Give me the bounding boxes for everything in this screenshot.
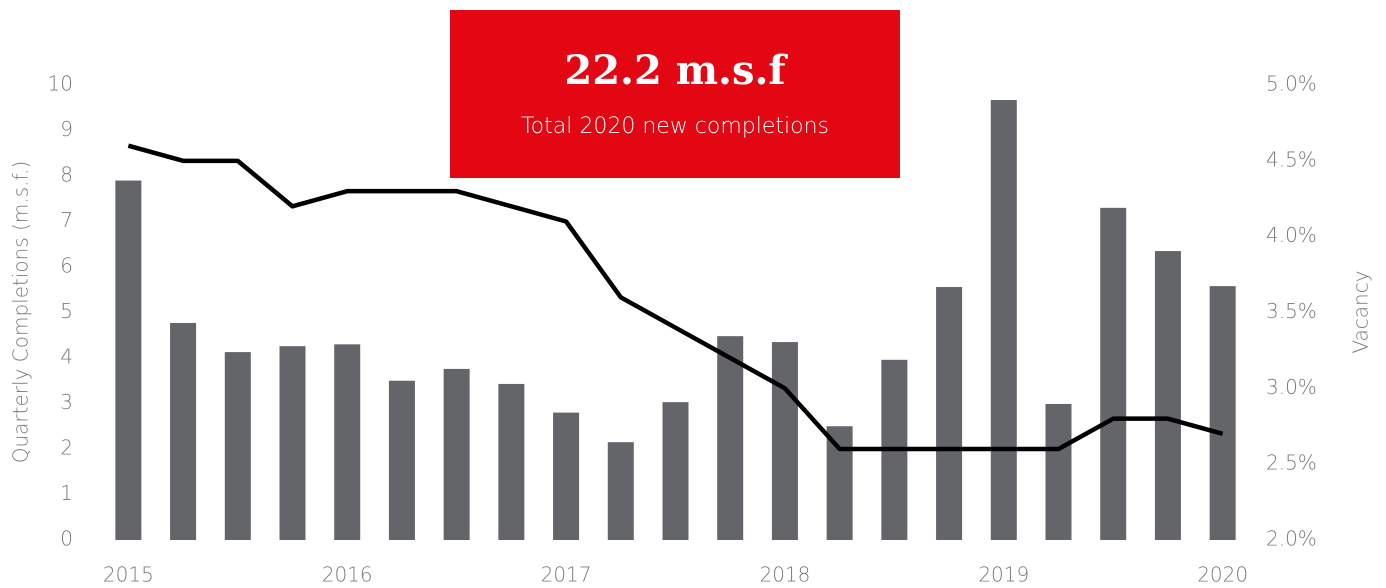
bar: [388, 380, 415, 540]
y-tick-label: 8: [60, 163, 73, 187]
bar: [826, 426, 853, 540]
bar: [717, 336, 744, 540]
vacancy-line: [127, 143, 1224, 452]
bar: [1100, 207, 1127, 540]
bar: [115, 180, 142, 541]
x-tick-label: 2018: [759, 563, 810, 587]
bar: [224, 352, 251, 540]
bar: [990, 100, 1017, 540]
bar: [334, 344, 361, 540]
bar: [498, 383, 525, 540]
annotation-headline: 22.2 m.s.f: [564, 47, 788, 94]
bar: [1154, 251, 1181, 540]
bar: [1209, 286, 1236, 540]
bar: [771, 342, 798, 540]
y-tick-label: 7: [60, 208, 73, 232]
y2-axis-label: Vacancy: [1349, 270, 1373, 353]
y2-tick-label: 5.0%: [1266, 72, 1317, 96]
bar: [170, 322, 197, 540]
x-tick-label: 2015: [103, 563, 154, 587]
bar: [607, 442, 634, 540]
y-tick-label: 2: [60, 436, 73, 460]
y2-tick-label: 3.0%: [1266, 375, 1317, 399]
x-tick-label: 2017: [541, 563, 592, 587]
bar: [553, 412, 580, 540]
y-tick-label: 3: [60, 390, 73, 414]
x-tick-label: 2020: [1197, 563, 1248, 587]
y-tick-label: 1: [60, 481, 73, 505]
annotation-text: Total 2020 new completions: [521, 114, 829, 139]
y-axis-label: Quarterly Completions (m.s.f.): [9, 161, 33, 464]
y-tick-label: 10: [48, 72, 73, 96]
bar: [662, 402, 689, 540]
y2-tick-label: 4.5%: [1266, 147, 1317, 171]
bar: [1045, 403, 1072, 540]
y2-tick-label: 4.0%: [1266, 223, 1317, 247]
y2-tick-label: 2.5%: [1266, 451, 1317, 475]
bar: [936, 287, 963, 540]
y2-tick-label: 3.5%: [1266, 299, 1317, 323]
y-tick-label: 9: [60, 117, 73, 141]
y-tick-label: 6: [60, 254, 73, 278]
annotation-box: [450, 10, 900, 178]
y-tick-label: 5: [60, 299, 73, 323]
y-tick-label: 0: [60, 527, 73, 551]
x-tick-label: 2019: [978, 563, 1029, 587]
y-tick-label: 4: [60, 345, 73, 369]
bar: [443, 368, 470, 540]
y2-tick-label: 2.0%: [1266, 527, 1317, 551]
bar: [279, 346, 306, 540]
x-tick-label: 2016: [322, 563, 373, 587]
